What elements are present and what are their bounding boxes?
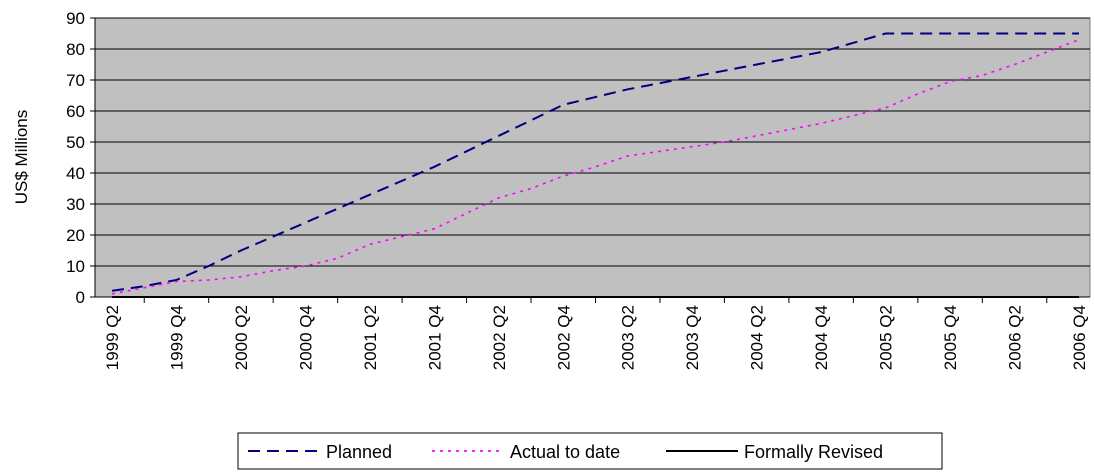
y-tick-label: 10 (66, 257, 85, 276)
y-tick-label: 60 (66, 102, 85, 121)
x-tick-label: 2004 Q4 (812, 305, 831, 370)
x-tick-label: 2001 Q2 (361, 305, 380, 370)
y-tick-label: 50 (66, 133, 85, 152)
x-tick-label: 2000 Q2 (232, 305, 251, 370)
y-tick-label: 0 (76, 288, 85, 307)
x-tick-label: 2002 Q4 (554, 305, 573, 370)
y-tick-label: 80 (66, 40, 85, 59)
x-tick-label: 2003 Q4 (683, 305, 702, 370)
y-tick-label: 70 (66, 71, 85, 90)
gridlines (95, 17, 1090, 267)
x-tick-label: 2004 Q2 (748, 305, 767, 370)
series-line (111, 32, 1079, 292)
x-tick-label: 2005 Q4 (941, 305, 960, 370)
legend-box (237, 432, 943, 470)
x-tick-label: 2003 Q2 (619, 305, 638, 370)
legend: Planned Actual to date Formally Revised (237, 432, 943, 470)
y-tick-label: 30 (66, 195, 85, 214)
y-tick-label: 40 (66, 164, 85, 183)
y-tick-label: 20 (66, 226, 85, 245)
y-tick-labels: 0 10 20 30 40 50 60 70 80 90 (66, 9, 85, 307)
legend-label: Formally Revised (744, 442, 883, 462)
plot-area (94, 17, 1091, 298)
x-tick-label: 2006 Q4 (1070, 305, 1089, 370)
legend-label: Planned (326, 442, 392, 462)
x-tick-label: 2002 Q2 (490, 305, 509, 370)
legend-label: Actual to date (510, 442, 620, 462)
x-tick-label: 1999 Q2 (103, 305, 122, 370)
y-axis-title: US$ Millions (12, 110, 31, 204)
x-tick-labels: 1999 Q2 1999 Q4 2000 Q2 2000 Q4 2001 Q2 2001 … (103, 305, 1089, 370)
y-tick-label: 90 (66, 9, 85, 28)
x-tick-label: 2001 Q4 (425, 305, 444, 370)
series-lines (111, 32, 1080, 298)
x-tick-label: 2005 Q2 (877, 305, 896, 370)
x-tick-label: 2000 Q4 (296, 305, 315, 370)
x-tick-label: 1999 Q4 (167, 305, 186, 370)
x-tick-label: 2006 Q2 (1006, 305, 1025, 370)
